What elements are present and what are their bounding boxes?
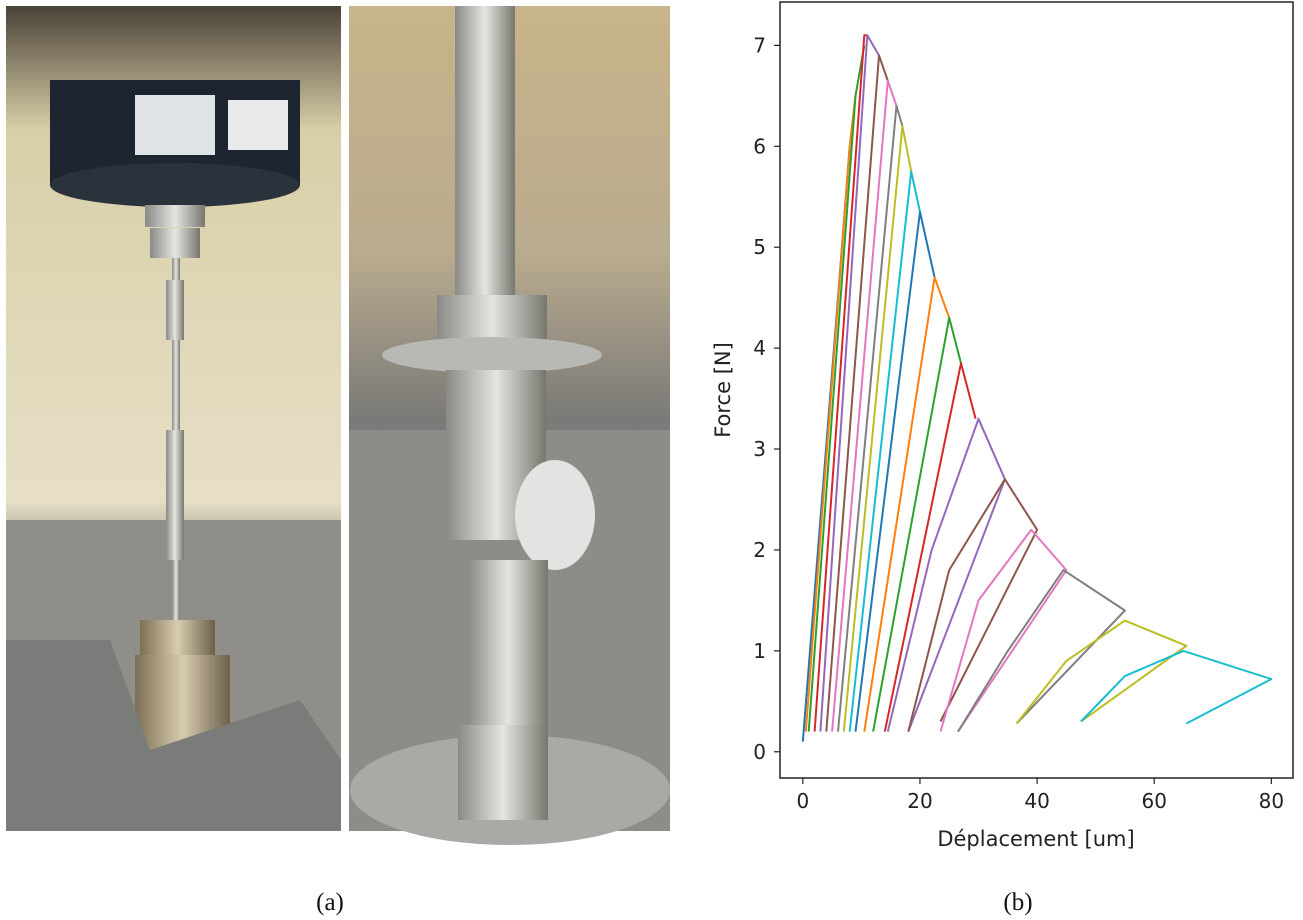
data-line <box>886 417 1006 732</box>
x-tick-label: 60 <box>1141 789 1166 813</box>
data-line <box>957 569 1126 733</box>
y-tick-label: 3 <box>753 437 766 461</box>
x-axis-label: Déplacement [um] <box>937 827 1134 851</box>
data-line <box>837 104 904 732</box>
y-tick-label: 7 <box>753 33 766 57</box>
data-line <box>1015 619 1188 725</box>
data-line <box>907 478 1039 732</box>
x-tick-label: 0 <box>796 789 809 813</box>
y-tick-label: 1 <box>753 639 766 663</box>
y-tick-label: 6 <box>753 134 766 158</box>
photo-left <box>6 6 341 831</box>
caption: (b) <box>1003 889 1032 916</box>
data-line <box>1080 649 1273 725</box>
y-tick-label: 5 <box>753 235 766 259</box>
data-line <box>939 528 1068 733</box>
data-line <box>883 362 977 732</box>
x-tick-label: 40 <box>1024 789 1049 813</box>
data-line <box>863 276 951 732</box>
data-line <box>819 34 880 732</box>
y-tick-label: 0 <box>753 740 766 764</box>
y-axis-label: Force [N] <box>711 342 735 438</box>
y-tick-label: 2 <box>753 538 766 562</box>
x-tick-label: 80 <box>1259 789 1284 813</box>
data-line <box>848 170 921 732</box>
data-line <box>807 45 866 732</box>
data-line <box>872 316 962 732</box>
x-tick-label: 20 <box>907 789 932 813</box>
data-line <box>854 210 936 732</box>
data-line <box>825 54 889 732</box>
caption: (a) <box>316 889 344 916</box>
y-tick-label: 4 <box>753 336 766 360</box>
data-line <box>831 79 898 732</box>
data-line <box>842 125 913 732</box>
photo-right <box>349 6 670 845</box>
